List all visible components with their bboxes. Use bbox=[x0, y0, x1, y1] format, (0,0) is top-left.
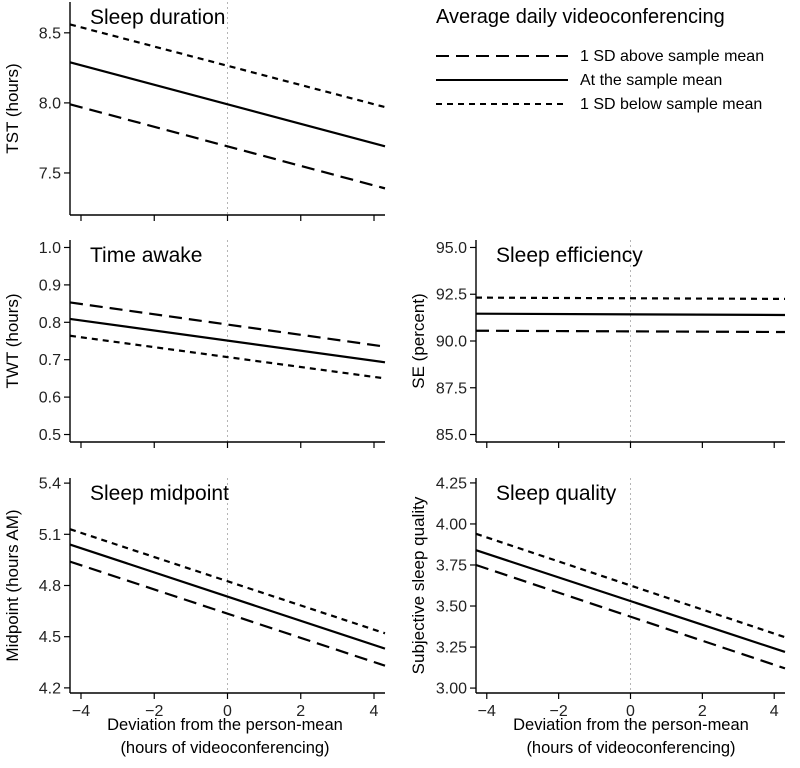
series-line-mean bbox=[69, 317, 386, 364]
x-tick-label: 2 bbox=[698, 703, 707, 720]
x-axis-label-right-line1: Deviation from the person-mean bbox=[513, 716, 749, 734]
y-axis-label: SE (percent) bbox=[409, 293, 428, 388]
y-tick-label: 3.50 bbox=[436, 599, 467, 616]
y-tick-label: 5.1 bbox=[39, 527, 61, 544]
legend-label-above: 1 SD above sample mean bbox=[580, 48, 764, 65]
legend-title: Average daily videoconferencing bbox=[436, 6, 725, 28]
y-tick-label: 92.5 bbox=[436, 287, 467, 304]
x-axis-label-right-line2: (hours of videoconferencing) bbox=[526, 739, 735, 757]
y-tick-label: 7.5 bbox=[39, 165, 61, 182]
x-axis-label-left-line2: (hours of videoconferencing) bbox=[120, 739, 329, 757]
x-tick-label: −2 bbox=[145, 703, 163, 720]
y-tick-label: 3.75 bbox=[436, 557, 467, 574]
y-tick-label: 8.5 bbox=[39, 25, 61, 42]
x-tick-label: 4 bbox=[370, 703, 379, 720]
series-line-above bbox=[475, 329, 786, 334]
chart-panels: 7.5 8.0 8.5 Sleep duration TST (hours) 0.5 0.6… bbox=[3, 2, 786, 720]
series-line-below bbox=[69, 23, 386, 109]
y-axis-label: TST (hours) bbox=[3, 63, 22, 153]
y-tick-label: 87.5 bbox=[436, 380, 467, 397]
panel-title: Time awake bbox=[90, 244, 202, 267]
series-line-below bbox=[475, 296, 786, 301]
series-line-above bbox=[69, 560, 386, 667]
series-line-mean bbox=[475, 312, 786, 317]
y-axis-label: Subjective sleep quality bbox=[409, 496, 428, 674]
panel-se: 85.0 87.5 90.0 92.5 95.0 Sleep efficiency SE (… bbox=[409, 240, 786, 448]
series-line-above bbox=[69, 301, 386, 348]
legend-label-mean: At the sample mean bbox=[580, 72, 722, 89]
series-line-below bbox=[69, 528, 386, 635]
x-axis-label-left-line1: Deviation from the person-mean bbox=[107, 716, 343, 734]
series-line-mean bbox=[69, 543, 386, 650]
y-tick-label: 1.0 bbox=[39, 240, 61, 257]
legend: Average daily videoconferencing 1 SD abo… bbox=[436, 6, 764, 113]
x-tick-label: −4 bbox=[478, 703, 496, 720]
x-tick-label: 4 bbox=[770, 703, 779, 720]
x-tick-label: 0 bbox=[223, 703, 232, 720]
series-line-above bbox=[475, 563, 786, 670]
y-tick-label: 95.0 bbox=[436, 240, 467, 257]
y-tick-label: 0.6 bbox=[39, 390, 61, 407]
y-tick-label: 4.25 bbox=[436, 475, 467, 492]
y-axis-label: TWT (hours) bbox=[3, 293, 22, 388]
x-tick-label: −2 bbox=[550, 703, 568, 720]
y-tick-label: 4.5 bbox=[39, 629, 61, 646]
y-tick-label: 0.8 bbox=[39, 315, 61, 332]
legend-label-below: 1 SD below sample mean bbox=[580, 96, 762, 113]
y-tick-label: 0.5 bbox=[39, 427, 61, 444]
y-tick-label: 4.8 bbox=[39, 578, 61, 595]
x-tick-label: 0 bbox=[626, 703, 635, 720]
y-tick-label: 5.4 bbox=[39, 476, 61, 493]
panel-quality: 3.00 3.25 3.50 3.75 4.00 4.25 −4 −2 0 2 4 Sleep qua… bbox=[409, 475, 786, 720]
x-tick-label: −4 bbox=[72, 703, 90, 720]
series-line-mean bbox=[475, 549, 786, 654]
panel-tst: 7.5 8.0 8.5 Sleep duration TST (hours) bbox=[3, 2, 386, 221]
x-tick-label: 2 bbox=[296, 703, 305, 720]
panel-title: Sleep efficiency bbox=[496, 244, 643, 267]
y-tick-label: 0.7 bbox=[39, 352, 61, 369]
y-tick-label: 3.00 bbox=[436, 681, 467, 698]
series-line-below bbox=[69, 334, 386, 380]
y-tick-label: 8.0 bbox=[39, 95, 61, 112]
panel-twt: 0.5 0.6 0.7 0.8 0.9 1.0 Time awake TWT (hours) bbox=[3, 240, 386, 448]
y-tick-label: 0.9 bbox=[39, 277, 61, 294]
y-axis-label: Midpoint (hours AM) bbox=[3, 509, 22, 661]
series-line-mean bbox=[69, 61, 386, 148]
panel-title: Sleep quality bbox=[496, 482, 617, 505]
panel-title: Sleep duration bbox=[90, 6, 225, 29]
y-tick-label: 3.25 bbox=[436, 640, 467, 657]
y-tick-label: 85.0 bbox=[436, 427, 467, 444]
panel-title: Sleep midpoint bbox=[90, 482, 229, 505]
y-tick-label: 4.00 bbox=[436, 516, 467, 533]
y-tick-label: 4.2 bbox=[39, 680, 61, 697]
panel-midpoint: 4.2 4.5 4.8 5.1 5.4 −4 −2 0 2 4 Sleep midpoint Midp… bbox=[3, 476, 386, 720]
y-tick-label: 90.0 bbox=[436, 334, 467, 351]
series-line-above bbox=[69, 103, 386, 190]
